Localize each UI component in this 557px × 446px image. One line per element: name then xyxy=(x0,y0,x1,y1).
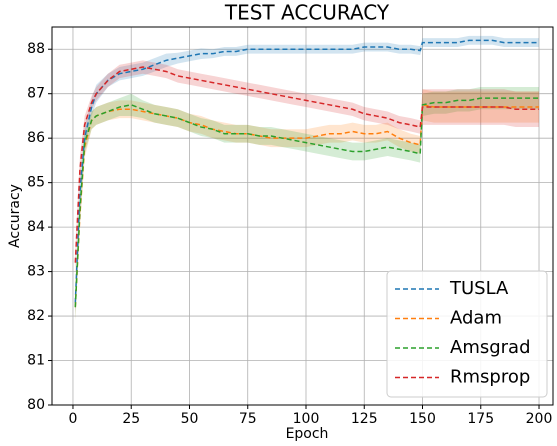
line xyxy=(74,66,540,263)
line xyxy=(74,97,540,308)
legend-label: Amsgrad xyxy=(450,337,531,358)
y-tick-label: 83 xyxy=(27,264,45,280)
y-tick-label: 82 xyxy=(27,308,45,324)
x-tick-label: 25 xyxy=(122,411,140,427)
legend-label: Rmsprop xyxy=(450,367,530,388)
error-band xyxy=(75,89,540,321)
plot-frame xyxy=(51,26,554,406)
x-tick-label: 100 xyxy=(293,411,320,427)
y-tick-label: 86 xyxy=(27,130,45,146)
chart-title: TEST ACCURACY xyxy=(224,1,390,25)
x-tick-label: 175 xyxy=(467,411,494,427)
line xyxy=(74,39,540,303)
x-tick-label: 150 xyxy=(409,411,436,427)
legend-label: Adam xyxy=(450,308,502,329)
x-tick-label: 50 xyxy=(181,411,199,427)
y-tick-label: 80 xyxy=(27,397,45,413)
y-axis-label: Accuracy xyxy=(7,184,23,248)
x-tick-label: 0 xyxy=(69,411,78,427)
y-tick-label: 81 xyxy=(27,353,45,369)
y-tick-label: 85 xyxy=(27,175,45,191)
error-band xyxy=(75,60,540,277)
x-tick-label: 125 xyxy=(351,411,378,427)
legend: TUSLA Adam Amsgrad Rmsprop xyxy=(386,270,548,398)
line xyxy=(74,103,540,308)
error-band xyxy=(75,87,540,321)
x-axis-label: Epoch xyxy=(286,426,329,442)
x-tick-label: 75 xyxy=(239,411,257,427)
legend-box xyxy=(386,270,548,398)
x-tick-label: 200 xyxy=(526,411,553,427)
legend-label: TUSLA xyxy=(449,278,509,299)
y-tick-label: 87 xyxy=(27,86,45,102)
y-tick-label: 88 xyxy=(27,41,45,57)
y-tick-label: 84 xyxy=(27,219,45,235)
